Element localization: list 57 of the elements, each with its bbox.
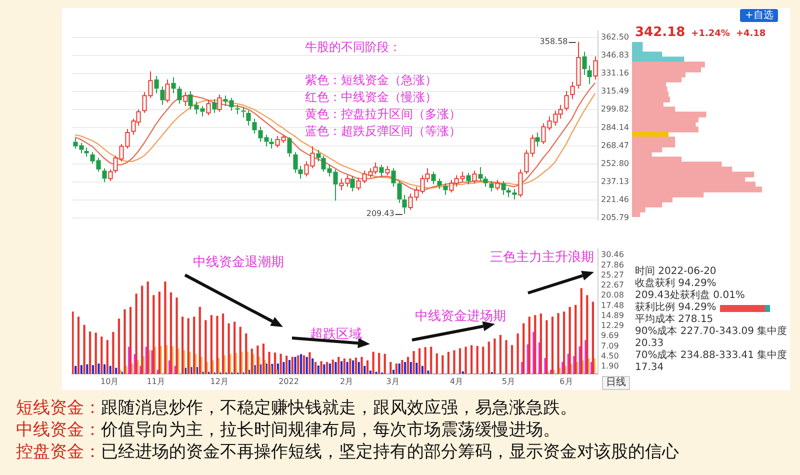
- text: 短线资金：跟随消息炒作，不稳定赚快钱就走，跟风效应强，易急涨急跌。: [16, 398, 577, 417]
- y-tick-label: 7.09: [601, 341, 619, 350]
- annotation: 358.58: [540, 36, 568, 46]
- x-tick-label: 2月: [340, 376, 354, 386]
- text: +4.18: [736, 29, 766, 39]
- y-tick-label: 17.48: [601, 300, 624, 310]
- annotation: 中线资金进场期: [415, 309, 506, 324]
- annotation: 209.43: [366, 209, 394, 218]
- y-tick-label: 315.49: [601, 86, 629, 96]
- x-tick-label: 5月: [502, 376, 515, 386]
- text: +1.24%: [691, 29, 730, 39]
- y-tick-label: 284.14: [601, 122, 629, 132]
- text: 342.18: [635, 25, 686, 40]
- x-tick-label: 2022: [278, 376, 299, 386]
- text: 平均成本 278.15: [635, 314, 714, 326]
- y-tick-label: 362.50: [601, 32, 629, 42]
- y-tick-label: 20.08: [601, 290, 624, 300]
- x-tick-label: 3月: [386, 376, 400, 386]
- y-tick-label: 9.69: [601, 331, 619, 340]
- annotation: 蓝色：超跌反弹区间（等涨）: [305, 124, 461, 138]
- text: 时间 2022-06-20: [635, 266, 716, 278]
- text: 牛股的不同阶段：: [305, 40, 401, 54]
- text: 收盘获利 94.29%: [635, 278, 716, 290]
- text: 70%成本 234.88-333.41 集中度 17.34: [635, 350, 788, 374]
- y-tick-label: 22.67: [601, 280, 624, 290]
- annotation: 中线资金退潮期: [193, 255, 284, 270]
- text: 90%成本 227.70-343.09 集中度 20.33: [635, 326, 788, 350]
- annotation: 三色主力主升浪期: [490, 250, 594, 265]
- x-tick-label: 12月: [210, 376, 228, 386]
- y-tick-label: 205.79: [601, 213, 629, 222]
- text: 中线资金：价值导向为主，拉长时间规律布局，每次市场震荡缓慢进场。: [16, 420, 560, 439]
- x-tick-label: 4月: [450, 376, 463, 386]
- y-tick-label: 12.29: [601, 321, 624, 330]
- y-tick-label: 237.13: [601, 177, 629, 186]
- annotation: 黄色：控盘拉升区间（多涨）: [305, 107, 461, 121]
- annotation: 紫色：短线资金（急涨）: [305, 73, 437, 87]
- y-tick-label: 331.16: [601, 68, 629, 78]
- text: 控盘资金：已经进场的资金不再操作短线，坚定持有的部分筹码，显示资金对该股的信心: [16, 442, 679, 461]
- x-tick-label: 10月: [100, 376, 119, 386]
- x-tick-label: 11月: [146, 376, 165, 386]
- y-tick-label: 27.86: [601, 260, 624, 270]
- y-tick-label: 30.46: [601, 250, 624, 260]
- text: 获利比例 94.29%: [635, 302, 716, 314]
- text: 209.43处获利盘 0.01%: [635, 290, 745, 302]
- y-tick-label: 4.50: [601, 352, 619, 360]
- y-tick-label: 221.46: [601, 195, 629, 204]
- y-tick-label: 25.27: [601, 270, 624, 280]
- y-tick-label: 1.90: [601, 362, 619, 371]
- y-tick-label: 299.82: [601, 104, 629, 114]
- annotation: 红色：中线资金（慢涨）: [305, 90, 437, 104]
- y-tick-label: 14.89: [601, 310, 624, 320]
- y-tick-label: 268.47: [601, 140, 629, 150]
- x-tick-label: 6月: [560, 376, 573, 386]
- y-tick-label: 346.83: [601, 50, 629, 60]
- period-button: 日线: [602, 376, 630, 390]
- add-button: +自选: [740, 9, 778, 22]
- y-tick-label: 252.80: [601, 158, 629, 168]
